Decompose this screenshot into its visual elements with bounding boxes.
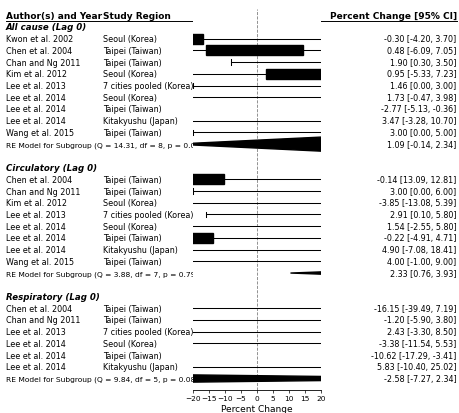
Text: Taipei (Taiwan): Taipei (Taiwan) (103, 128, 162, 138)
Text: Chen et al. 2004: Chen et al. 2004 (6, 47, 72, 56)
Text: 7 cities pooled (Korea): 7 cities pooled (Korea) (103, 328, 194, 336)
Text: Taipei (Taiwan): Taipei (Taiwan) (103, 351, 162, 360)
Text: Chan and Ng 2011: Chan and Ng 2011 (6, 59, 80, 67)
Bar (266, 70, 364, 80)
Bar (388, 58, 459, 68)
Bar (116, 233, 213, 243)
Text: Kim et al. 2012: Kim et al. 2012 (6, 199, 67, 208)
Polygon shape (175, 137, 459, 152)
Text: Taipei (Taiwan): Taipei (Taiwan) (103, 47, 162, 56)
Text: Lee et al. 2014: Lee et al. 2014 (6, 339, 66, 348)
Text: Lee et al. 2013: Lee et al. 2013 (6, 211, 66, 219)
Text: Chen et al. 2004: Chen et al. 2004 (6, 176, 72, 184)
Text: Lee et al. 2014: Lee et al. 2014 (6, 245, 66, 254)
Text: All cause (Lag 0): All cause (Lag 0) (6, 24, 87, 32)
Bar (106, 35, 203, 45)
Text: 2.91 [0.10, 5.80]: 2.91 [0.10, 5.80] (390, 211, 457, 219)
Text: Chan and Ng 2011: Chan and Ng 2011 (6, 316, 80, 325)
Text: 2.33 [0.76, 3.93]: 2.33 [0.76, 3.93] (390, 269, 457, 278)
Text: Circulatory (Lag 0): Circulatory (Lag 0) (6, 164, 97, 173)
Text: Wang et al. 2015: Wang et al. 2015 (6, 128, 74, 138)
X-axis label: Percent Change: Percent Change (221, 404, 293, 413)
Text: Lee et al. 2014: Lee et al. 2014 (6, 234, 66, 243)
Text: 3.00 [0.00, 5.00]: 3.00 [0.00, 5.00] (390, 128, 457, 138)
Text: Seoul (Korea): Seoul (Korea) (103, 93, 157, 102)
Text: 4.00 [-1.00, 9.00]: 4.00 [-1.00, 9.00] (387, 257, 457, 266)
Text: Taipei (Taiwan): Taipei (Taiwan) (103, 187, 162, 196)
Polygon shape (291, 266, 459, 281)
Text: -3.38 [-11.54, 5.53]: -3.38 [-11.54, 5.53] (379, 339, 457, 348)
Text: Lee et al. 2014: Lee et al. 2014 (6, 363, 66, 371)
Bar (342, 222, 440, 232)
Text: -3.85 [-13.08, 5.39]: -3.85 [-13.08, 5.39] (379, 199, 457, 208)
Text: Seoul (Korea): Seoul (Korea) (103, 199, 157, 208)
Text: Percent Change [95% CI]: Percent Change [95% CI] (330, 12, 457, 21)
Text: RE Model for Subgroup (Q = 3.88, df = 7, p = 0.79; I² = 0.0%): RE Model for Subgroup (Q = 3.88, df = 7,… (6, 270, 239, 277)
Bar (206, 46, 303, 56)
Text: Kitakyushu (Japan): Kitakyushu (Japan) (103, 117, 178, 126)
Text: Seoul (Korea): Seoul (Korea) (103, 70, 157, 79)
Text: -10.62 [-17.29, -3.41]: -10.62 [-17.29, -3.41] (371, 351, 457, 360)
Text: Taipei (Taiwan): Taipei (Taiwan) (103, 257, 162, 266)
Text: Kwon et al. 2002: Kwon et al. 2002 (6, 35, 73, 44)
Text: Kim et al. 2012: Kim et al. 2012 (6, 70, 67, 79)
Text: Kitakyushu (Japan): Kitakyushu (Japan) (103, 363, 178, 371)
Text: Study Region: Study Region (103, 12, 171, 21)
Text: 7 cities pooled (Korea): 7 cities pooled (Korea) (103, 82, 194, 91)
Text: Lee et al. 2014: Lee et al. 2014 (6, 222, 66, 231)
Bar (456, 327, 459, 337)
Bar (126, 175, 224, 185)
Text: 3.00 [0.00, 6.00]: 3.00 [0.00, 6.00] (391, 187, 457, 196)
Text: 2.43 [-3.30, 8.50]: 2.43 [-3.30, 8.50] (387, 328, 457, 336)
Text: Taipei (Taiwan): Taipei (Taiwan) (103, 59, 162, 67)
Text: Lee et al. 2014: Lee et al. 2014 (6, 351, 66, 360)
Text: 4.90 [-7.08, 18.41]: 4.90 [-7.08, 18.41] (382, 245, 457, 254)
Text: Chan and Ng 2011: Chan and Ng 2011 (6, 187, 80, 196)
Text: Wang et al. 2015: Wang et al. 2015 (6, 257, 74, 266)
Text: Chen et al. 2004: Chen et al. 2004 (6, 304, 72, 313)
Text: -2.77 [-5.13, -0.36]: -2.77 [-5.13, -0.36] (381, 105, 457, 114)
Text: -0.30 [-4.20, 3.70]: -0.30 [-4.20, 3.70] (385, 35, 457, 44)
Text: Kitakyushu (Japan): Kitakyushu (Japan) (103, 245, 178, 254)
Text: Seoul (Korea): Seoul (Korea) (103, 35, 157, 44)
Text: 7 cities pooled (Korea): 7 cities pooled (Korea) (103, 211, 194, 219)
Text: -0.14 [13.09, 12.81]: -0.14 [13.09, 12.81] (377, 176, 457, 184)
Text: Seoul (Korea): Seoul (Korea) (103, 339, 157, 348)
Text: Author(s) and Year: Author(s) and Year (6, 12, 102, 21)
Text: 1.09 [-0.14, 2.34]: 1.09 [-0.14, 2.34] (387, 140, 457, 149)
Text: Lee et al. 2014: Lee et al. 2014 (6, 93, 66, 102)
Text: 5.83 [-10.40, 25.02]: 5.83 [-10.40, 25.02] (377, 363, 457, 371)
Text: Respiratory (Lag 0): Respiratory (Lag 0) (6, 292, 100, 301)
Bar (331, 81, 429, 91)
Text: Lee et al. 2014: Lee et al. 2014 (6, 117, 66, 126)
Text: 1.46 [0.00, 3.00]: 1.46 [0.00, 3.00] (391, 82, 457, 91)
Text: -0.22 [-4.91, 4.71]: -0.22 [-4.91, 4.71] (384, 234, 457, 243)
Text: -2.58 [-7.27, 2.34]: -2.58 [-7.27, 2.34] (384, 374, 457, 383)
Text: Taipei (Taiwan): Taipei (Taiwan) (103, 234, 162, 243)
Text: 1.54 [-2.55, 5.80]: 1.54 [-2.55, 5.80] (387, 222, 457, 231)
Text: 1.90 [0.30, 3.50]: 1.90 [0.30, 3.50] (390, 59, 457, 67)
Text: 0.95 [-5.33, 7.23]: 0.95 [-5.33, 7.23] (387, 70, 457, 79)
Text: Lee et al. 2013: Lee et al. 2013 (6, 82, 66, 91)
Text: Taipei (Taiwan): Taipei (Taiwan) (103, 105, 162, 114)
Text: Lee et al. 2013: Lee et al. 2013 (6, 328, 66, 336)
Text: Lee et al. 2014: Lee et al. 2014 (6, 105, 66, 114)
Text: -1.20 [-5.90, 3.80]: -1.20 [-5.90, 3.80] (384, 316, 457, 325)
Text: 0.48 [-6.09, 7.05]: 0.48 [-6.09, 7.05] (387, 47, 457, 56)
Bar (366, 93, 459, 103)
Text: 1.73 [-0.47, 3.98]: 1.73 [-0.47, 3.98] (387, 93, 457, 102)
Text: Taipei (Taiwan): Taipei (Taiwan) (103, 304, 162, 313)
Text: Taipei (Taiwan): Taipei (Taiwan) (103, 316, 162, 325)
Polygon shape (0, 371, 459, 386)
Text: Seoul (Korea): Seoul (Korea) (103, 222, 157, 231)
Text: -16.15 [-39.49, 7.19]: -16.15 [-39.49, 7.19] (374, 304, 457, 313)
Text: RE Model for Subgroup (Q = 14.31, df = 8, p = 0.07; I² = 44.1%): RE Model for Subgroup (Q = 14.31, df = 8… (6, 141, 247, 149)
Text: 3.47 [-3.28, 10.70]: 3.47 [-3.28, 10.70] (382, 117, 457, 126)
Text: RE Model for Subgroup (Q = 9.84, df = 5, p = 0.08; I² = 49.2%): RE Model for Subgroup (Q = 9.84, df = 5,… (6, 375, 243, 382)
Text: Taipei (Taiwan): Taipei (Taiwan) (103, 176, 162, 184)
Bar (0, 315, 87, 325)
